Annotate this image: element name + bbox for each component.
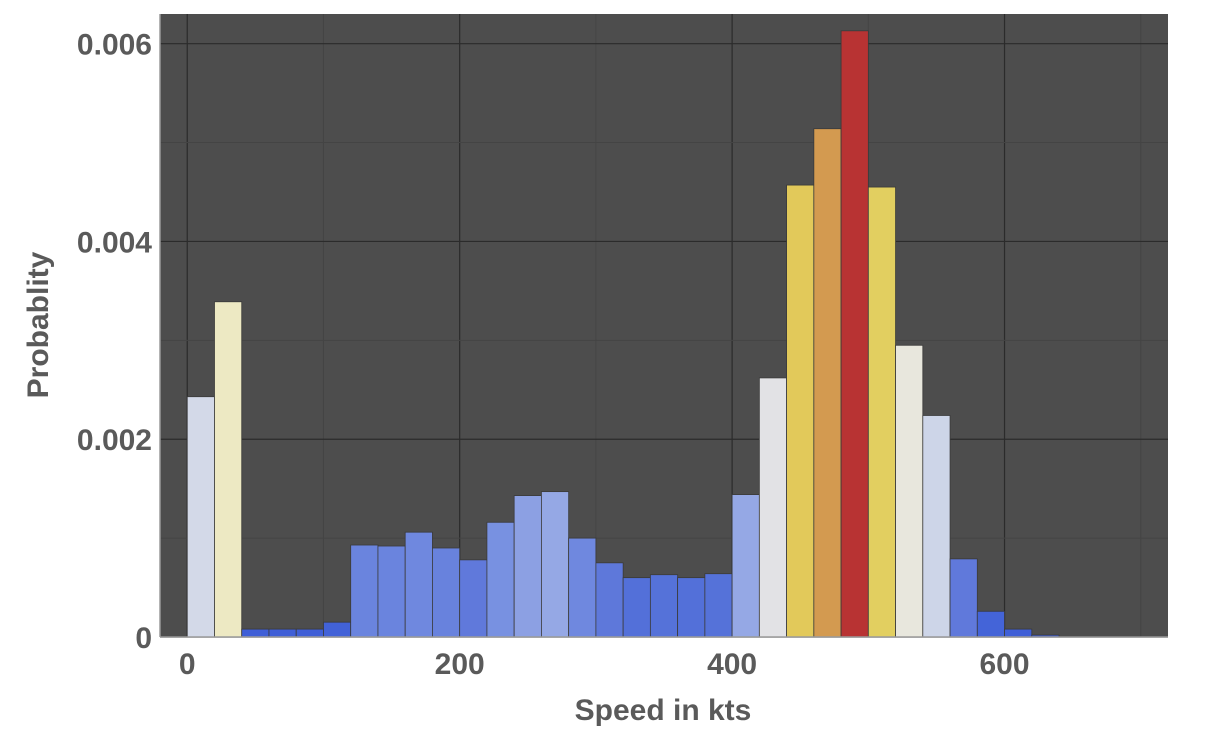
histogram-bar [323,621,352,638]
histogram-bar [459,559,488,638]
histogram-bar [513,495,542,638]
x-tick-label: 400 [707,648,757,681]
histogram-bar [867,186,896,638]
histogram-bar [976,610,1005,638]
histogram-bar [758,377,787,638]
histogram-bar [840,30,869,638]
histogram-bar [486,521,515,638]
plot-frame [159,14,1168,638]
histogram-bar [568,537,597,638]
histogram-bar [214,301,243,638]
histogram-bar [949,558,978,638]
x-axis-label: Speed in kts [575,694,752,727]
histogram-bar [404,531,433,638]
grid-lines [160,14,1168,638]
histogram-bar [268,628,297,638]
histogram-bar [241,628,270,638]
histogram-bar [595,562,624,638]
x-tick-labels: 0 200 400 600 [179,648,1030,681]
histogram-bar [1004,628,1033,638]
histogram-bar [922,415,951,638]
plot-area [160,14,1168,637]
histogram-bar [895,344,924,638]
histogram-bar [813,128,842,638]
y-tick-label: 0.004 [77,226,152,259]
histogram-bar [350,544,379,638]
histogram-bar [377,545,406,638]
y-axis-label: Probablity [22,251,55,398]
y-tick-labels: 0 0.002 0.004 0.006 [77,29,152,655]
x-tick-label: 0 [179,648,196,681]
histogram-bar [432,547,461,638]
x-tick-label: 200 [435,648,485,681]
histogram-bar [704,573,733,638]
y-tick-label: 0.006 [77,29,152,62]
histogram-bar [186,396,215,638]
histogram-bar [731,494,760,638]
histogram-bar [295,628,324,638]
y-tick-label: 0 [135,622,152,655]
histogram-bar [677,577,706,638]
histogram-bar [786,184,815,638]
x-tick-label: 600 [980,648,1030,681]
histogram-bar [541,491,570,638]
histogram-bar [649,574,679,638]
bars [186,30,1142,638]
y-tick-label: 0.002 [77,424,152,457]
histogram-bar [622,577,651,638]
